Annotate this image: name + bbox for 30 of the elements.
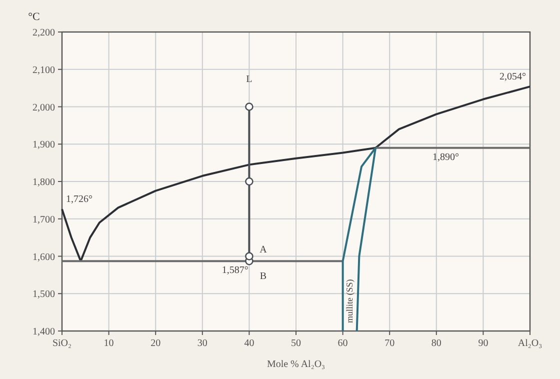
y-tick-label: 2,100 (32, 64, 55, 76)
x-tick-label: 80 (431, 338, 442, 349)
annotation: B (260, 271, 267, 282)
y-tick-label: 2,200 (32, 28, 55, 38)
x-tick-label: 30 (197, 338, 208, 349)
annotation: 1,890° (432, 152, 460, 164)
y-tick-label: 2,000 (32, 102, 55, 114)
y-tick-label: 1,400 (32, 326, 55, 338)
x-tick-label: 50 (291, 338, 301, 349)
y-tick-label: 1,500 (32, 289, 55, 300)
y-tick-label: 1,800 (32, 177, 55, 188)
annotation: L (246, 74, 252, 86)
x-tick-label: SiO₂ (52, 338, 72, 349)
annotation: A (260, 244, 268, 256)
x-tick-label: 90 (478, 338, 488, 349)
x-tick-label: 70 (384, 338, 395, 349)
x-tick-label: 40 (244, 338, 254, 349)
annotation: 1,726° (66, 194, 92, 206)
y-tick-label: 1,700 (32, 214, 55, 226)
x-tick-label: Al₂O₃ (518, 338, 542, 349)
x-axis-title: Mole % Al₂O₃ (266, 359, 326, 370)
y-tick-label: 1,900 (32, 140, 55, 151)
x-tick-label: 10 (104, 338, 114, 349)
x-tick-label: 20 (150, 338, 161, 349)
y-tick-label: 1,600 (32, 252, 55, 263)
y-axis-title: °C (28, 11, 40, 23)
x-tick-label: 60 (338, 338, 348, 349)
annotation: 2,054° (500, 72, 526, 83)
annotation: mullite (SS) (344, 279, 355, 323)
annotation: 1,587° (222, 265, 248, 276)
